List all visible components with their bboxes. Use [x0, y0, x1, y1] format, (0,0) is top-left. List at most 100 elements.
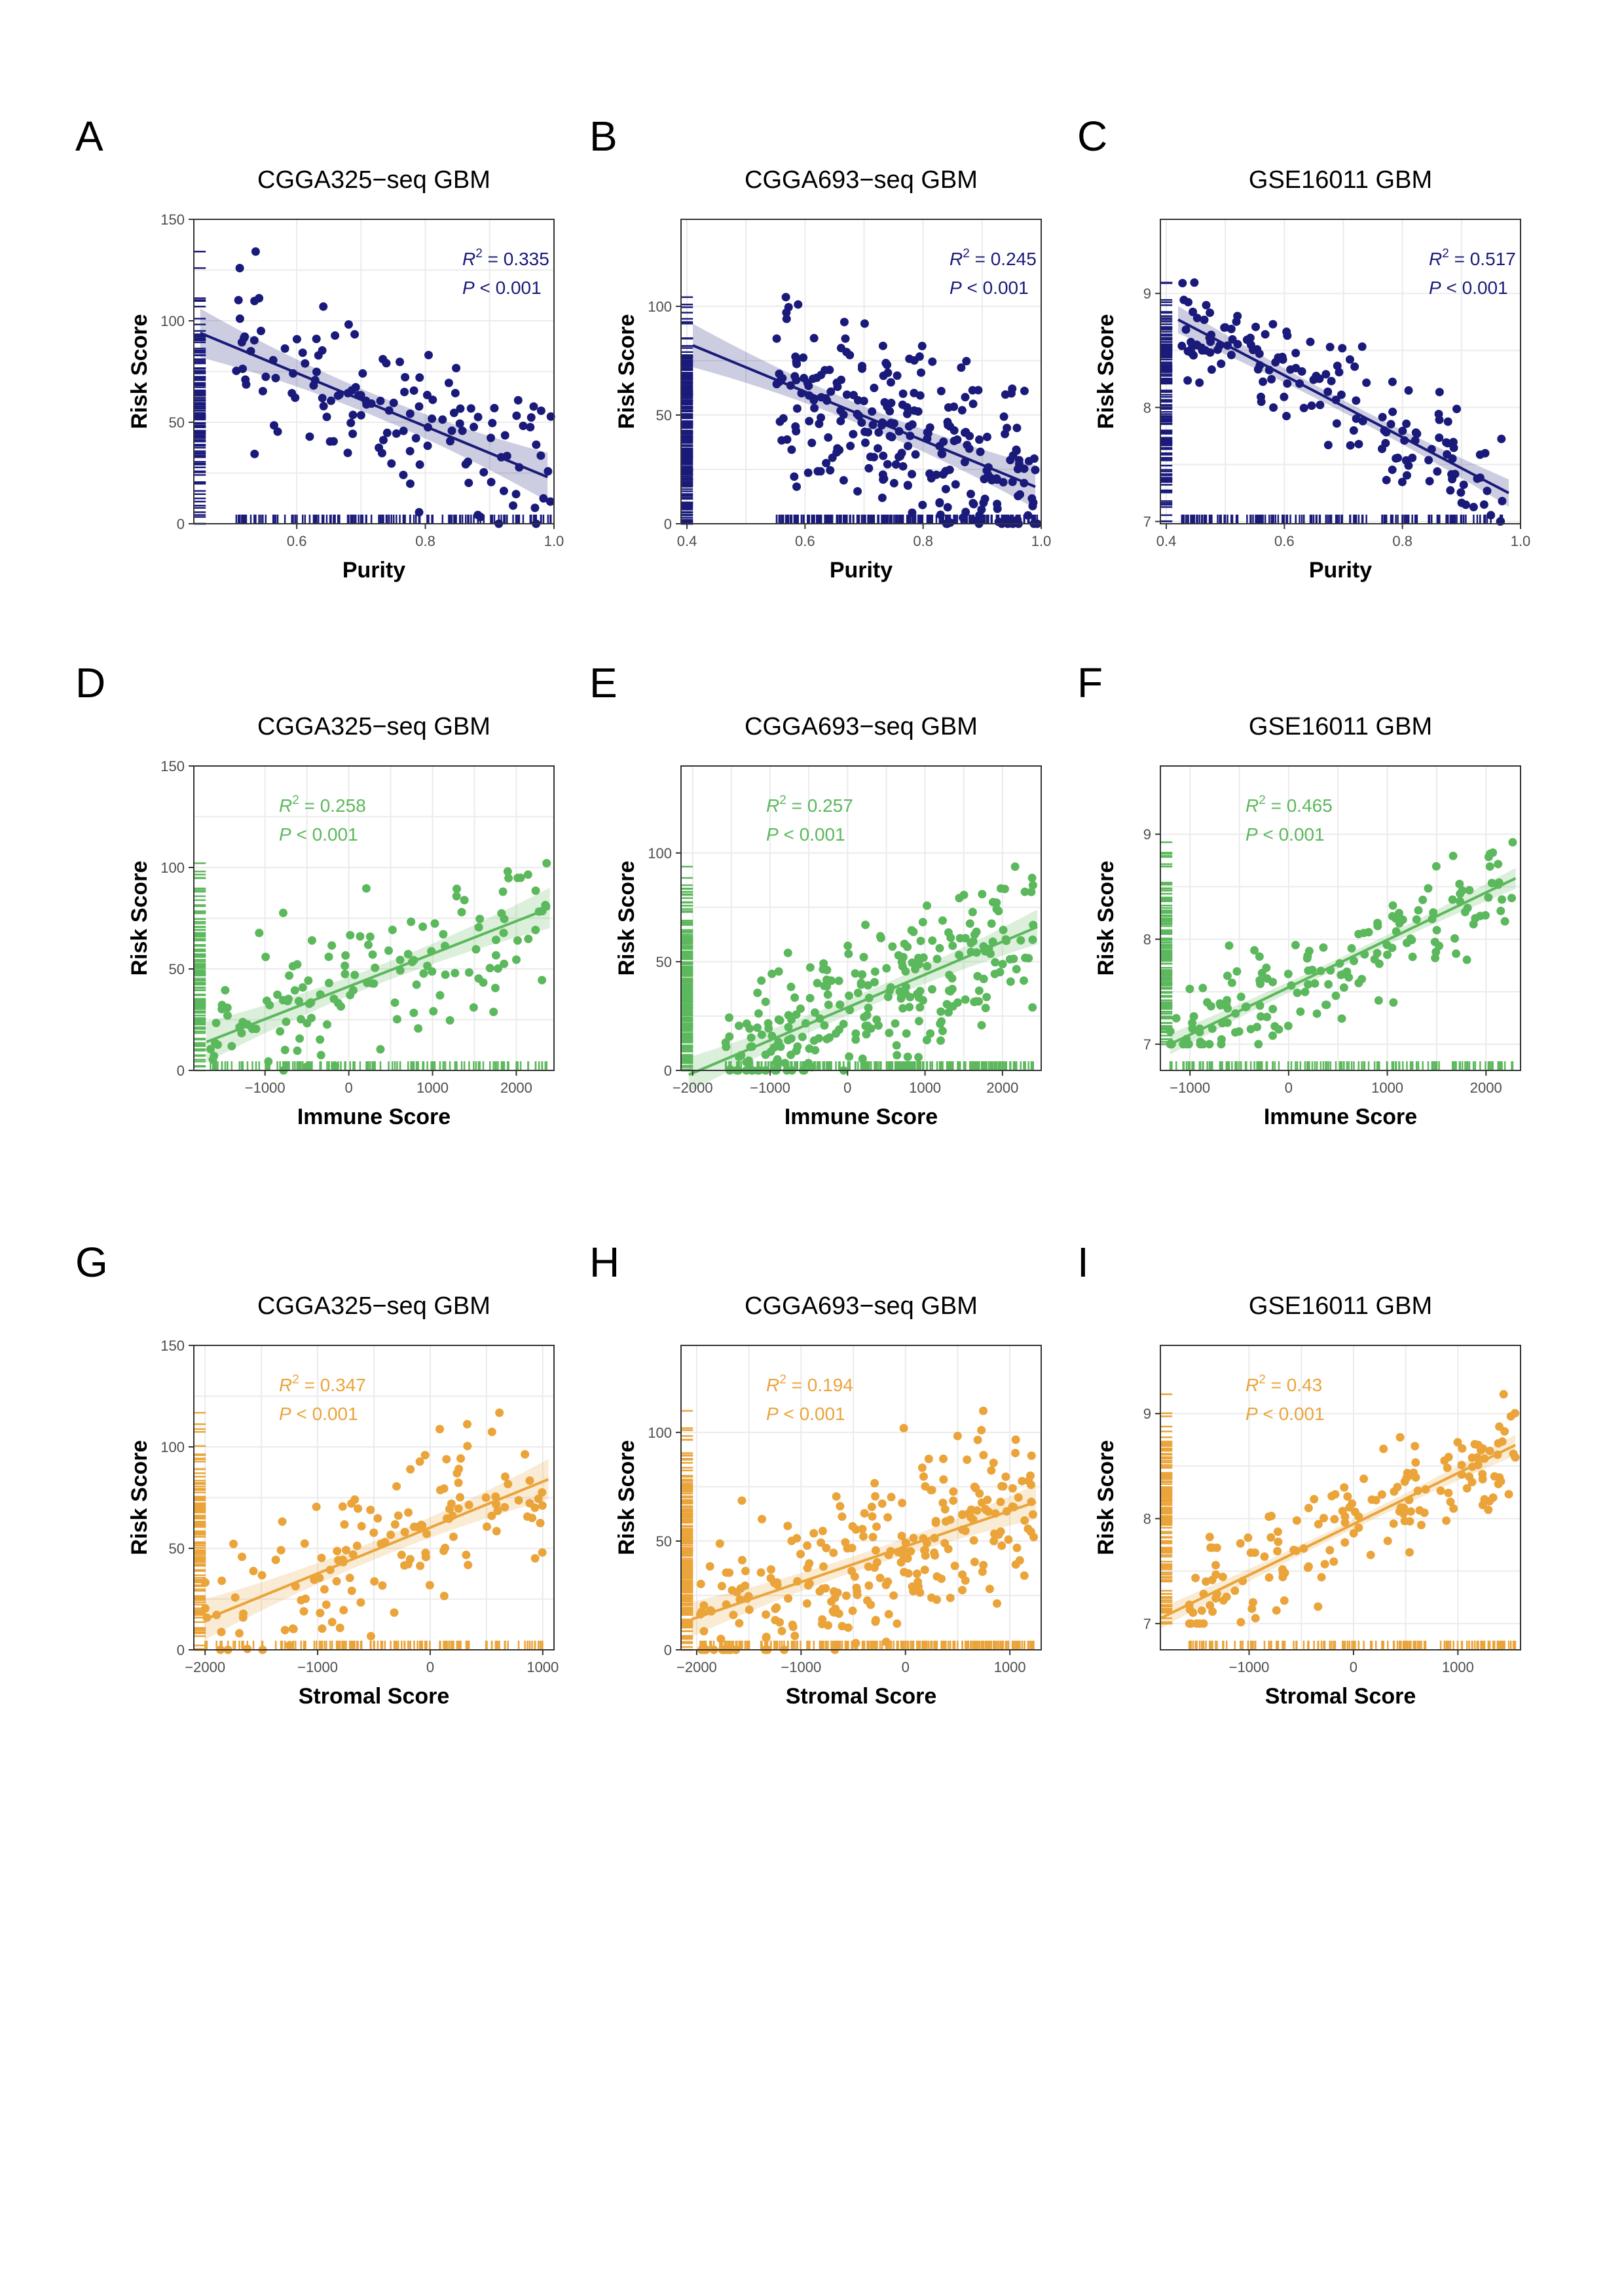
data-point: [1443, 450, 1452, 459]
r2-value: 0.194: [807, 1375, 853, 1395]
panel-title: CGGA325−seq GBM: [257, 1292, 490, 1320]
data-point: [296, 1015, 305, 1024]
data-point: [251, 247, 260, 256]
data-point: [1481, 448, 1490, 458]
data-point: [400, 388, 409, 397]
data-point: [376, 396, 385, 405]
data-point: [845, 1052, 854, 1061]
data-point: [331, 331, 340, 340]
data-point: [965, 919, 974, 928]
p-value: 0.001: [496, 278, 542, 298]
data-point: [1227, 978, 1236, 987]
data-point: [897, 1531, 906, 1540]
data-point: [273, 427, 282, 436]
data-point: [538, 1501, 547, 1510]
data-point: [1283, 970, 1293, 979]
data-point: [953, 1431, 962, 1440]
data-point: [1029, 1533, 1039, 1542]
data-point: [1006, 456, 1015, 465]
data-point: [771, 1604, 780, 1613]
y-axis-label: Risk Score: [1094, 861, 1118, 976]
data-point: [843, 941, 853, 951]
data-point: [1267, 374, 1276, 384]
data-point: [1494, 860, 1503, 869]
data-point: [782, 314, 791, 323]
data-point: [824, 433, 833, 442]
data-point: [1003, 424, 1012, 433]
data-point: [370, 1576, 379, 1586]
data-point: [1337, 1014, 1346, 1023]
data-point: [861, 1021, 870, 1030]
data-point: [442, 1455, 451, 1464]
data-point: [883, 460, 892, 469]
data-point: [1283, 1021, 1293, 1030]
data-point: [441, 1543, 450, 1552]
data-point: [1442, 438, 1451, 447]
data-point: [867, 1503, 876, 1512]
data-point: [1293, 989, 1302, 998]
data-point: [405, 409, 415, 418]
data-point: [978, 1567, 987, 1576]
data-point: [1234, 1027, 1244, 1036]
data-point: [922, 1036, 931, 1045]
data-point: [1251, 322, 1261, 331]
data-point: [805, 963, 815, 972]
data-point: [823, 990, 832, 999]
data-point: [242, 380, 251, 389]
data-point: [841, 1591, 851, 1600]
data-point: [784, 1036, 793, 1045]
data-point: [1414, 905, 1423, 915]
data-point: [1223, 972, 1232, 981]
data-point: [1408, 952, 1417, 961]
data-point: [950, 436, 959, 445]
data-point: [955, 894, 964, 903]
data-point: [307, 936, 316, 945]
data-point: [948, 974, 957, 983]
data-point: [862, 1011, 872, 1020]
data-point: [1463, 903, 1472, 913]
data-point: [1486, 849, 1495, 858]
data-point: [1291, 348, 1301, 357]
data-point: [419, 969, 428, 978]
data-point: [284, 994, 293, 1004]
data-point: [870, 1479, 879, 1488]
data-point: [802, 1599, 811, 1608]
data-point: [439, 1484, 449, 1493]
data-point: [273, 990, 282, 999]
data-point: [902, 1029, 911, 1038]
data-point: [445, 1504, 454, 1514]
p-annotation: P < 0.001: [462, 278, 542, 298]
r2-annotation: R2 = 0.335: [462, 247, 549, 269]
data-point: [853, 1590, 862, 1599]
data-point: [348, 429, 358, 439]
data-point: [1483, 486, 1492, 496]
data-point: [455, 419, 464, 428]
data-point: [919, 953, 928, 962]
data-point: [500, 959, 509, 968]
panel-letter: A: [75, 113, 103, 160]
data-point: [1312, 374, 1321, 383]
data-point: [500, 431, 509, 440]
data-point: [944, 420, 953, 429]
data-point: [452, 1468, 462, 1478]
data-point: [940, 1504, 950, 1514]
r2-value: 0.465: [1287, 795, 1333, 816]
data-point: [1405, 1517, 1414, 1526]
data-point: [464, 1501, 473, 1510]
data-point: [792, 404, 802, 413]
data-point: [868, 1512, 877, 1521]
data-point: [1354, 930, 1363, 939]
data-point: [839, 1019, 848, 1029]
data-point: [825, 1033, 834, 1042]
data-point: [1016, 490, 1025, 499]
data-point: [761, 997, 770, 1006]
y-axis-label: Risk Score: [127, 1440, 152, 1556]
y-tick-label: 100: [160, 313, 185, 329]
data-point: [288, 1624, 297, 1633]
data-point: [1255, 952, 1264, 961]
data-point: [819, 959, 828, 968]
data-point: [861, 920, 870, 930]
panel-letter: C: [1077, 113, 1107, 160]
data-point: [1373, 921, 1382, 930]
data-point: [525, 1476, 534, 1485]
